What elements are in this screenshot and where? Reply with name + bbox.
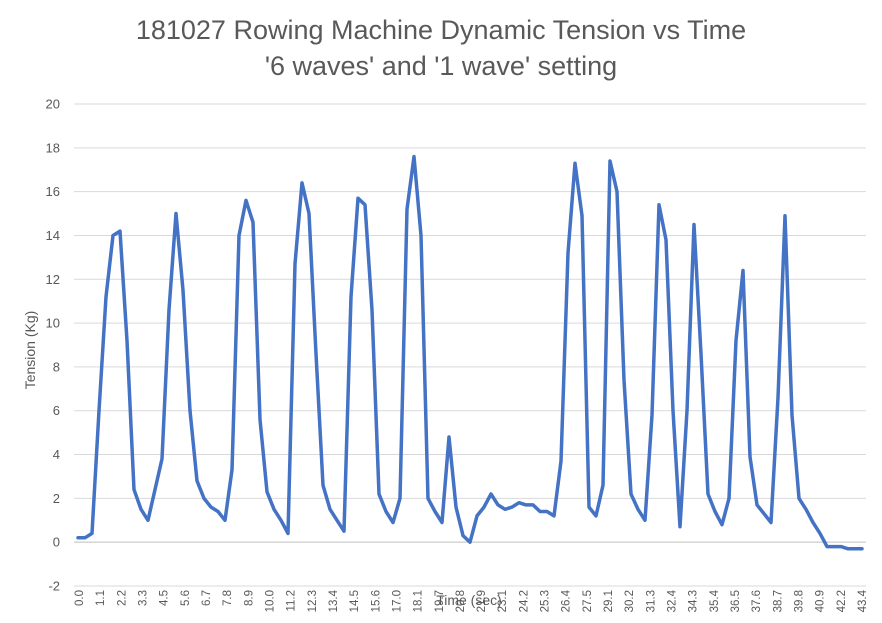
x-tick-label: 12.3 xyxy=(307,590,319,612)
x-tick-label: 3.3 xyxy=(137,590,149,606)
y-tick-label: 10 xyxy=(46,316,60,331)
x-tick-label: 13.4 xyxy=(328,589,340,612)
y-tick-label: 6 xyxy=(53,403,60,418)
x-tick-label: 24.2 xyxy=(518,590,530,612)
x-tick-label: 6.7 xyxy=(201,590,213,606)
x-tick-label: 29.1 xyxy=(603,590,615,612)
chart-title: 181027 Rowing Machine Dynamic Tension vs… xyxy=(0,12,882,84)
x-tick-label: 38.7 xyxy=(772,590,784,612)
x-tick-label: 0.0 xyxy=(74,590,86,606)
y-tick-label: 2 xyxy=(53,491,60,506)
x-tick-label: 36.5 xyxy=(730,590,742,612)
y-tick-label: 20 xyxy=(46,97,60,112)
x-tick-label: 1.1 xyxy=(95,590,107,606)
x-tick-label: 27.5 xyxy=(582,590,594,612)
gridlines xyxy=(74,103,866,587)
x-tick-label: 43.4 xyxy=(857,589,869,612)
x-tick-label: 30.2 xyxy=(624,590,636,612)
x-tick-label: 26.4 xyxy=(561,589,573,612)
y-axis-tick-labels: -2 0 2 4 6 8 10 12 14 16 18 20 xyxy=(46,97,60,594)
x-axis-tick-labels: 0.0 1.1 2.2 3.3 4.5 5.6 6.7 7.8 8.9 10.0 11.2 12.3 1… xyxy=(74,589,869,612)
x-tick-label: 10.0 xyxy=(264,590,276,612)
x-tick-label: 7.8 xyxy=(222,590,234,606)
x-tick-label: 25.3 xyxy=(540,590,552,612)
x-axis-label: Time (sec) xyxy=(436,592,502,608)
x-tick-label: 4.5 xyxy=(159,590,171,606)
x-tick-label: 5.6 xyxy=(180,590,192,606)
x-tick-label: 42.2 xyxy=(836,590,848,612)
y-tick-label: 12 xyxy=(46,272,60,287)
y-tick-label: 0 xyxy=(53,535,60,550)
y-tick-label: 14 xyxy=(46,228,60,243)
y-tick-label: 16 xyxy=(46,184,60,199)
x-tick-label: 15.6 xyxy=(370,590,382,612)
x-tick-label: 39.8 xyxy=(794,590,806,612)
series-lines xyxy=(76,154,864,551)
tension-series-line xyxy=(76,154,864,551)
y-tick-label: 8 xyxy=(53,359,60,374)
x-tick-label: 2.2 xyxy=(116,590,128,606)
x-tick-label: 8.9 xyxy=(243,590,255,606)
x-tick-label: 35.4 xyxy=(709,589,721,612)
x-tick-label: 18.1 xyxy=(413,590,425,612)
chart-title-line-2: '6 waves' and '1 wave' setting xyxy=(264,51,618,81)
x-tick-label: 11.2 xyxy=(286,590,298,612)
x-tick-label: 34.3 xyxy=(688,590,700,612)
x-tick-label: 32.4 xyxy=(667,589,679,612)
x-tick-label: 23.1 xyxy=(497,590,509,612)
y-axis-label: Tension (Kg) xyxy=(22,311,38,390)
x-tick-label: 31.3 xyxy=(645,590,657,612)
x-tick-label: 37.6 xyxy=(751,590,763,612)
x-tick-label: 40.9 xyxy=(815,590,827,612)
x-tick-label: 19.7 xyxy=(434,590,446,612)
y-tick-label: -2 xyxy=(48,579,60,594)
x-tick-label: 14.5 xyxy=(349,590,361,612)
x-tick-label: 21.9 xyxy=(476,590,488,612)
chart-title-line-1: 181027 Rowing Machine Dynamic Tension vs… xyxy=(135,15,747,45)
x-tick-label: 17.0 xyxy=(391,590,403,612)
y-tick-label: 4 xyxy=(53,447,60,462)
x-tick-label: 20.8 xyxy=(455,590,467,612)
y-tick-label: 18 xyxy=(46,140,60,155)
